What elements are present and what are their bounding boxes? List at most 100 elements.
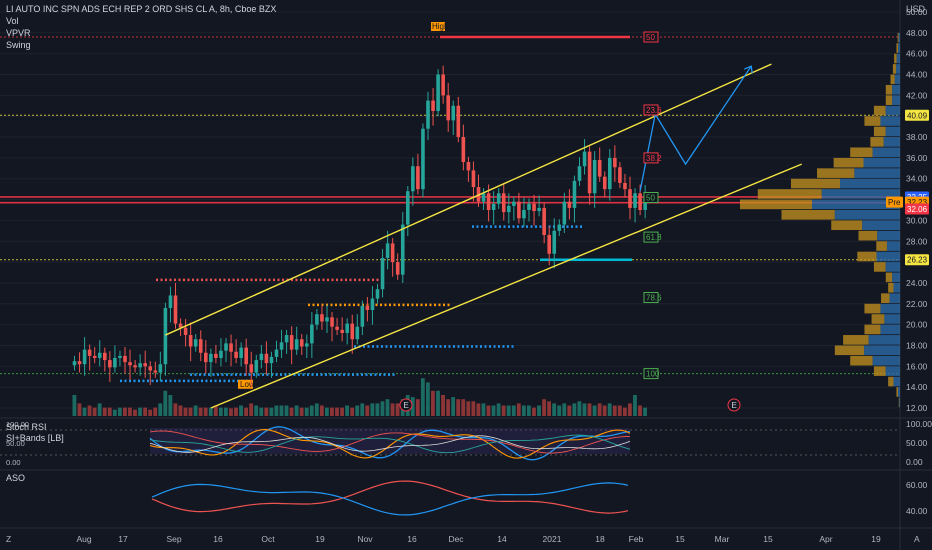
indicator-vpvr-label[interactable]: VPVR [6, 28, 31, 38]
indicator-swing-label[interactable]: Swing [6, 40, 31, 50]
time-axis-tick: 19 [871, 534, 881, 544]
volume-bar [314, 403, 319, 416]
stoch-left-tick: 0.00 [6, 458, 21, 467]
volume-bar [365, 405, 370, 416]
volume-bar [319, 405, 324, 416]
aso-label[interactable]: ASO [6, 473, 26, 483]
volume-bar [163, 390, 168, 416]
volume-bar [431, 390, 435, 416]
vpvr-bar-up [886, 241, 900, 251]
vpvr-bar-up [834, 210, 900, 220]
vpvr-bar-down [864, 116, 881, 126]
volume-bar [633, 395, 637, 416]
vpvr-bar-up [885, 126, 900, 137]
candle-body [178, 323, 183, 328]
volume-bar [532, 407, 536, 416]
time-axis-tick: 14 [497, 534, 507, 544]
time-axis-tick: 16 [407, 534, 417, 544]
volume-bar [173, 403, 178, 416]
price-axis-tick: 44.00 [906, 70, 928, 80]
volume-bar [415, 399, 420, 416]
price-tag [905, 109, 929, 121]
stoch-axis-tick: 50.00 [906, 438, 928, 448]
candle-body [103, 352, 107, 361]
candle-body [512, 201, 516, 206]
vpvr-bar-down [833, 157, 864, 168]
fib-label: 78.6 [646, 294, 662, 303]
volume-bar [168, 395, 173, 416]
time-axis-tick: Sep [166, 534, 181, 544]
earnings-marker [727, 398, 741, 412]
price-axis-tick: 18.00 [906, 340, 928, 350]
stoch-rsi-label[interactable]: Stoch RSI [6, 422, 47, 432]
candle-body [254, 360, 259, 373]
candle-body [259, 353, 264, 361]
candle-body [249, 364, 254, 373]
volume-bar [87, 405, 92, 416]
volume-bar [249, 403, 254, 416]
currency-label: USD [906, 4, 926, 14]
candle-body [406, 191, 410, 225]
vpvr-bar-up [821, 189, 900, 199]
price-axis-tick: 12.00 [906, 403, 928, 413]
time-axis-tick: 18 [595, 534, 605, 544]
fib-label: 23.6 [646, 106, 662, 115]
candle-body [113, 357, 117, 368]
time-axis-tick: 19 [315, 534, 325, 544]
volume-bar [178, 405, 183, 416]
candle-body [582, 151, 587, 167]
channel-lower-line [210, 163, 802, 409]
candle-body [158, 364, 163, 373]
vpvr-bar-up [872, 355, 900, 366]
candle-body [204, 352, 208, 363]
vpvr-bar-down [857, 251, 877, 262]
earnings-marker [399, 398, 413, 412]
volume-bar [158, 403, 163, 416]
volume-bar [309, 405, 314, 416]
vpvr-bar-up [898, 387, 900, 397]
candle-body [567, 201, 572, 208]
si-mid-line [149, 435, 631, 453]
aso-axis-tick: 60.00 [906, 480, 928, 490]
price-axis-tick: 14.00 [906, 382, 928, 392]
volume-bar [527, 405, 531, 416]
vpvr-bar-down [843, 335, 869, 345]
candle-body [193, 339, 198, 347]
si-line [149, 430, 631, 454]
volume-bar [330, 407, 334, 416]
volume-bar [325, 407, 329, 416]
candle-body [411, 166, 415, 192]
candle-body [315, 314, 319, 325]
symbol-title[interactable]: LI AUTO INC SPN ADS ECH REP 2 ORD SHS CL… [6, 4, 277, 14]
candle-body [400, 224, 405, 275]
candle-body [572, 180, 577, 208]
volume-bar [562, 403, 567, 416]
volume-bar [456, 399, 461, 416]
volume-bar [638, 405, 642, 416]
candle-body [365, 305, 370, 311]
candle-body [87, 349, 92, 356]
volume-bar [602, 405, 607, 416]
vpvr-bar-down [885, 272, 893, 283]
si-bands-label[interactable]: SI+Bands [LB] [6, 433, 64, 443]
candle-body [441, 74, 445, 96]
candle-body [128, 362, 132, 366]
volume-bar [567, 405, 572, 416]
candle-body [461, 137, 466, 163]
vpvr-bar-down [790, 178, 841, 189]
candle-body [355, 326, 360, 340]
vpvr-bar-down [892, 64, 897, 74]
candle-body [234, 351, 238, 358]
candle-body [608, 157, 612, 190]
candle-body [380, 257, 385, 290]
indicator-vol-label[interactable]: Vol [6, 16, 19, 26]
vpvr-bar-up [892, 95, 900, 105]
volume-bar [279, 405, 284, 416]
price-axis-tick: 46.00 [906, 49, 928, 59]
price-axis-tick: 22.00 [906, 299, 928, 309]
candle-body [92, 355, 97, 358]
volume-bar [643, 407, 647, 416]
price-tag-label: 40.09 [907, 111, 928, 120]
volume-bar [254, 405, 259, 416]
